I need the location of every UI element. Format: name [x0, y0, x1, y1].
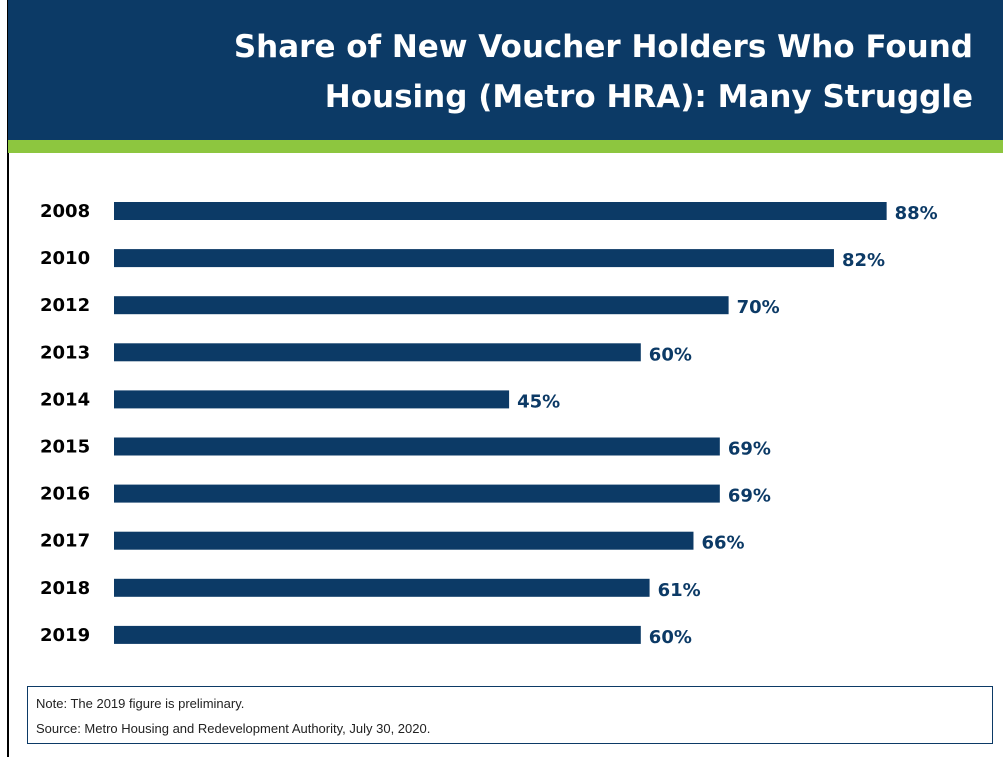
- category-label: 2019: [40, 625, 90, 646]
- value-label: 60%: [649, 344, 692, 365]
- category-label: 2010: [40, 248, 90, 269]
- bar: [114, 625, 641, 644]
- bar: [114, 578, 650, 597]
- value-label: 70%: [737, 297, 780, 318]
- bar: [114, 249, 834, 268]
- bar: [114, 531, 694, 550]
- chart: 2008 88% 2010 82% 2012 70% 2013 60% 2014 45% 2015 6…: [40, 201, 938, 648]
- note: Note: The 2019 figure is preliminary.: [36, 696, 245, 711]
- value-label: 88%: [895, 203, 938, 224]
- bar: [114, 202, 887, 220]
- value-label: 82%: [842, 250, 885, 271]
- value-label: 69%: [728, 486, 771, 507]
- value-label: 45%: [517, 391, 560, 412]
- value-label: 66%: [701, 533, 744, 554]
- bar: [114, 343, 641, 362]
- category-label: 2016: [40, 484, 90, 505]
- header: [8, 0, 1003, 140]
- border: [7, 0, 9, 757]
- bar: [114, 296, 729, 315]
- bar: [114, 437, 720, 456]
- source: Source: Metro Housing and Redevelopment …: [36, 721, 431, 736]
- value-label: 60%: [649, 627, 692, 648]
- notes-box: Note: The 2019 figure is preliminary. So…: [27, 686, 993, 744]
- category-label: 2012: [40, 295, 90, 316]
- value-label: 61%: [658, 580, 701, 601]
- category-label: 2008: [40, 201, 90, 222]
- accent-stripe: [8, 140, 1003, 153]
- category-label: 2013: [40, 342, 90, 363]
- category-label: 2015: [40, 437, 90, 458]
- bar: [114, 390, 510, 409]
- category-label: 2018: [40, 578, 90, 599]
- chart-title: Share of New Voucher Holders Who Found H…: [233, 29, 973, 115]
- category-label: 2017: [40, 531, 90, 552]
- bar: [114, 484, 720, 503]
- value-label: 69%: [728, 439, 771, 460]
- category-label: 2014: [40, 389, 90, 410]
